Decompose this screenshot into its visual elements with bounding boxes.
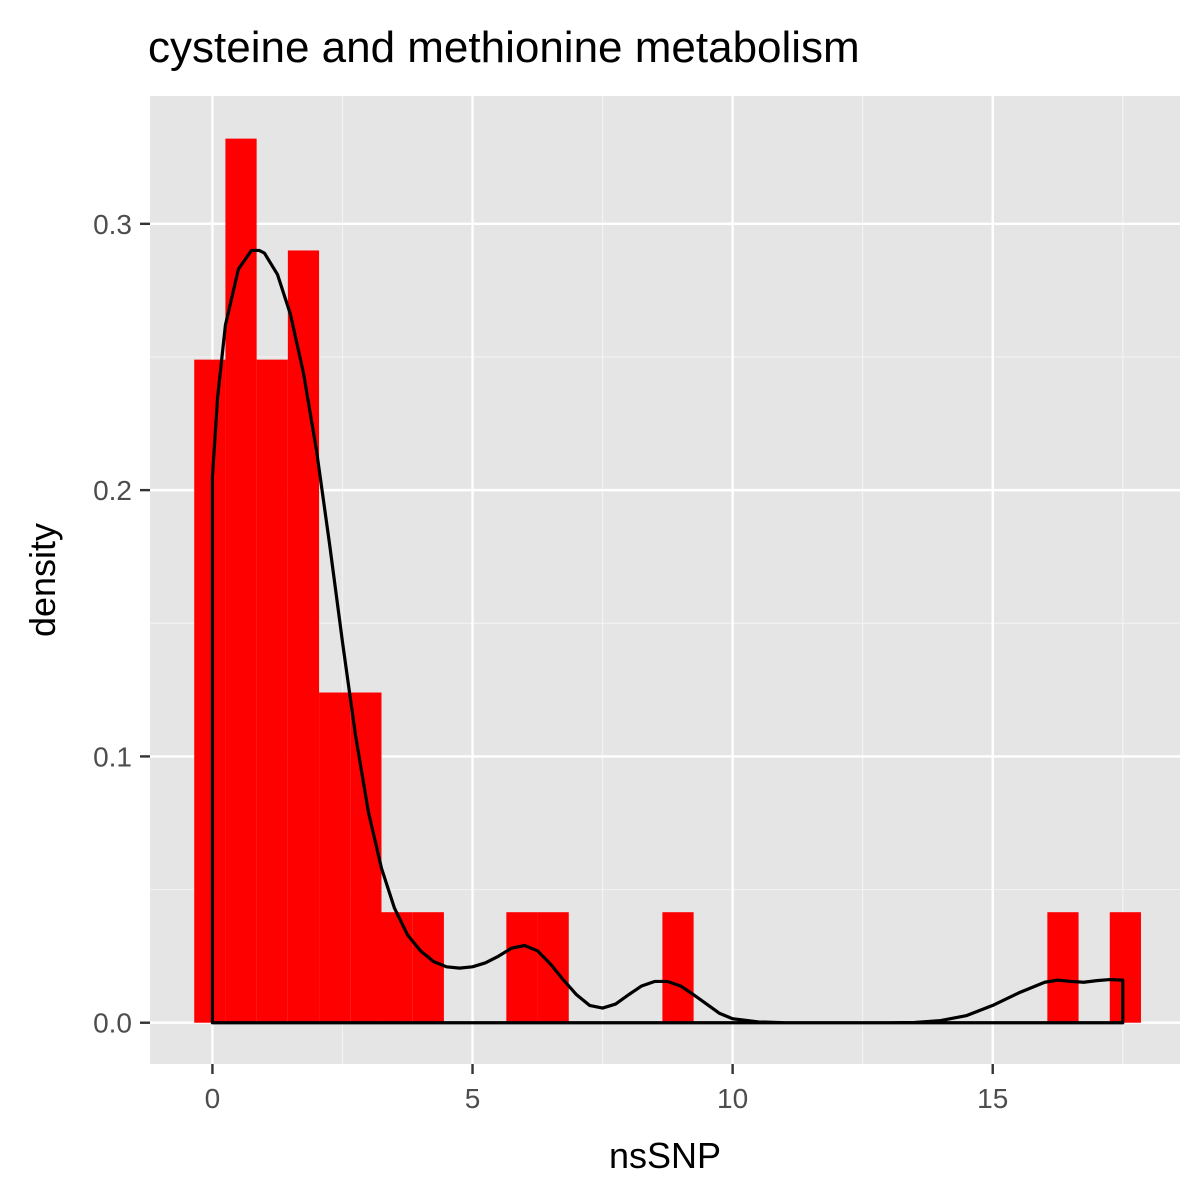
- x-tick-label: 15: [977, 1083, 1008, 1114]
- y-tick-label: 0.1: [93, 741, 132, 772]
- histogram-bar: [412, 912, 444, 1023]
- y-tick-label: 0.2: [93, 475, 132, 506]
- histogram-bar: [662, 912, 694, 1023]
- y-tick-label: 0.3: [93, 209, 132, 240]
- chart-title: cysteine and methionine metabolism: [148, 23, 860, 72]
- histogram-bar: [194, 359, 226, 1023]
- y-tick-label: 0.0: [93, 1008, 132, 1039]
- minor-gridlines: [150, 96, 1180, 1064]
- histogram-bar: [506, 912, 538, 1023]
- x-axis: 0 5 10 15: [205, 1064, 1008, 1114]
- histogram-bar: [256, 359, 288, 1023]
- x-tick-label: 5: [465, 1083, 481, 1114]
- histogram-bar: [225, 138, 257, 1023]
- histogram-bar: [1047, 912, 1079, 1023]
- y-axis: 0.0 0.1 0.2 0.3: [93, 209, 150, 1039]
- histogram-bar: [319, 692, 351, 1023]
- major-gridlines: [150, 96, 1180, 1064]
- histogram-bar: [350, 692, 382, 1023]
- density-curve: [210, 248, 1125, 1025]
- density-curve-layer: [210, 248, 1125, 1025]
- x-tick-label: 0: [205, 1083, 221, 1114]
- x-tick-label: 10: [717, 1083, 748, 1114]
- x-axis-title: nsSNP: [609, 1135, 721, 1176]
- y-axis-title: density: [22, 523, 63, 637]
- histogram-bar: [1109, 912, 1141, 1023]
- histogram-bars: [194, 138, 1141, 1023]
- histogram-bar: [381, 912, 413, 1023]
